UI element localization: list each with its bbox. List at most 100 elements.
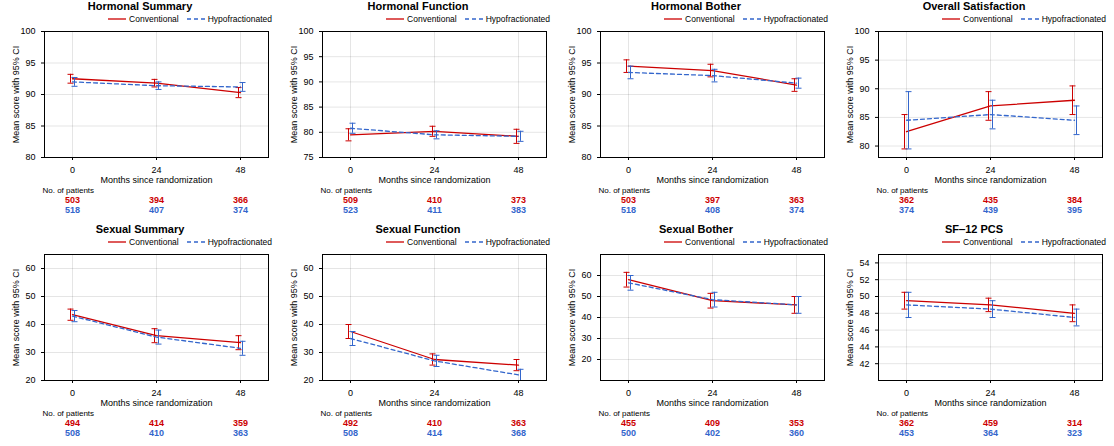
svg-text:50: 50 xyxy=(25,291,35,301)
svg-text:50: 50 xyxy=(581,291,591,301)
svg-text:24: 24 xyxy=(985,165,995,175)
svg-text:Mean score with 95% CI: Mean score with 95% CI xyxy=(845,46,855,144)
svg-text:Mean score with 95% CI: Mean score with 95% CI xyxy=(845,269,855,367)
svg-text:494: 494 xyxy=(65,418,80,428)
svg-text:397: 397 xyxy=(705,195,720,205)
svg-text:0: 0 xyxy=(626,165,631,175)
svg-text:85: 85 xyxy=(859,112,869,122)
svg-text:Months since randomization: Months since randomization xyxy=(378,175,490,185)
svg-text:Months since randomization: Months since randomization xyxy=(934,398,1046,408)
svg-text:100: 100 xyxy=(854,26,869,36)
svg-text:85: 85 xyxy=(25,121,35,131)
svg-text:414: 414 xyxy=(149,418,164,428)
svg-text:523: 523 xyxy=(343,205,358,215)
svg-text:Months since randomization: Months since randomization xyxy=(656,175,768,185)
svg-text:518: 518 xyxy=(621,205,636,215)
svg-text:60: 60 xyxy=(581,270,591,280)
svg-text:500: 500 xyxy=(621,428,636,438)
svg-text:394: 394 xyxy=(149,195,164,205)
svg-text:20: 20 xyxy=(581,354,591,364)
svg-text:Mean score with 95% CI: Mean score with 95% CI xyxy=(567,46,577,144)
svg-text:363: 363 xyxy=(511,418,526,428)
svg-text:368: 368 xyxy=(511,428,526,438)
svg-text:383: 383 xyxy=(511,205,526,215)
svg-text:0: 0 xyxy=(626,388,631,398)
svg-text:75: 75 xyxy=(303,152,313,162)
svg-text:459: 459 xyxy=(983,418,998,428)
svg-text:54: 54 xyxy=(859,258,869,268)
svg-text:60: 60 xyxy=(25,263,35,273)
svg-text:360: 360 xyxy=(789,428,804,438)
svg-text:0: 0 xyxy=(348,165,353,175)
svg-text:48: 48 xyxy=(513,165,523,175)
svg-text:50: 50 xyxy=(859,291,869,301)
svg-text:Mean score with 95% CI: Mean score with 95% CI xyxy=(567,269,577,367)
svg-text:48: 48 xyxy=(1069,165,1079,175)
svg-text:518: 518 xyxy=(65,205,80,215)
svg-text:374: 374 xyxy=(233,205,248,215)
svg-text:455: 455 xyxy=(621,418,636,428)
svg-text:Months since randomization: Months since randomization xyxy=(378,398,490,408)
svg-text:509: 509 xyxy=(343,195,358,205)
svg-text:503: 503 xyxy=(621,195,636,205)
svg-text:80: 80 xyxy=(581,152,591,162)
svg-text:366: 366 xyxy=(233,195,248,205)
svg-text:30: 30 xyxy=(25,347,35,357)
svg-text:24: 24 xyxy=(707,388,717,398)
svg-text:374: 374 xyxy=(899,205,914,215)
svg-text:30: 30 xyxy=(303,347,313,357)
svg-text:100: 100 xyxy=(576,26,591,36)
svg-text:402: 402 xyxy=(705,428,720,438)
svg-text:435: 435 xyxy=(983,195,998,205)
svg-text:48: 48 xyxy=(235,388,245,398)
svg-text:Months since randomization: Months since randomization xyxy=(100,398,212,408)
svg-text:Months since randomization: Months since randomization xyxy=(656,398,768,408)
svg-text:410: 410 xyxy=(427,195,442,205)
svg-text:407: 407 xyxy=(149,205,164,215)
svg-text:48: 48 xyxy=(1069,388,1079,398)
svg-text:0: 0 xyxy=(348,388,353,398)
svg-text:40: 40 xyxy=(25,319,35,329)
svg-text:411: 411 xyxy=(427,205,442,215)
svg-text:508: 508 xyxy=(343,428,358,438)
svg-text:363: 363 xyxy=(789,195,804,205)
svg-text:410: 410 xyxy=(149,428,164,438)
svg-text:363: 363 xyxy=(233,428,248,438)
svg-text:48: 48 xyxy=(235,165,245,175)
svg-text:362: 362 xyxy=(899,195,914,205)
svg-text:20: 20 xyxy=(25,375,35,385)
svg-text:85: 85 xyxy=(303,102,313,112)
svg-text:40: 40 xyxy=(303,319,313,329)
svg-text:No. of patients: No. of patients xyxy=(599,186,651,195)
svg-text:439: 439 xyxy=(983,205,998,215)
svg-text:44: 44 xyxy=(859,342,869,352)
svg-text:408: 408 xyxy=(705,205,720,215)
svg-text:No. of patients: No. of patients xyxy=(877,186,929,195)
svg-text:30: 30 xyxy=(581,333,591,343)
svg-text:0: 0 xyxy=(70,388,75,398)
svg-text:0: 0 xyxy=(904,165,909,175)
svg-text:48: 48 xyxy=(859,308,869,318)
svg-text:95: 95 xyxy=(581,58,591,68)
svg-text:90: 90 xyxy=(581,89,591,99)
svg-text:453: 453 xyxy=(899,428,914,438)
svg-text:Months since randomization: Months since randomization xyxy=(934,175,1046,185)
svg-text:410: 410 xyxy=(427,418,442,428)
svg-text:42: 42 xyxy=(859,359,869,369)
svg-text:314: 314 xyxy=(1067,418,1082,428)
svg-text:95: 95 xyxy=(859,55,869,65)
svg-text:362: 362 xyxy=(899,418,914,428)
svg-text:48: 48 xyxy=(791,388,801,398)
svg-text:No. of patients: No. of patients xyxy=(43,186,95,195)
svg-text:24: 24 xyxy=(429,165,439,175)
svg-text:100: 100 xyxy=(298,26,313,36)
svg-text:95: 95 xyxy=(303,52,313,62)
svg-text:No. of patients: No. of patients xyxy=(321,186,373,195)
svg-text:80: 80 xyxy=(859,141,869,151)
svg-text:395: 395 xyxy=(1067,205,1082,215)
svg-text:52: 52 xyxy=(859,275,869,285)
svg-text:80: 80 xyxy=(303,127,313,137)
svg-text:0: 0 xyxy=(904,388,909,398)
svg-text:90: 90 xyxy=(25,89,35,99)
svg-text:Mean score with 95% CI: Mean score with 95% CI xyxy=(289,46,299,144)
